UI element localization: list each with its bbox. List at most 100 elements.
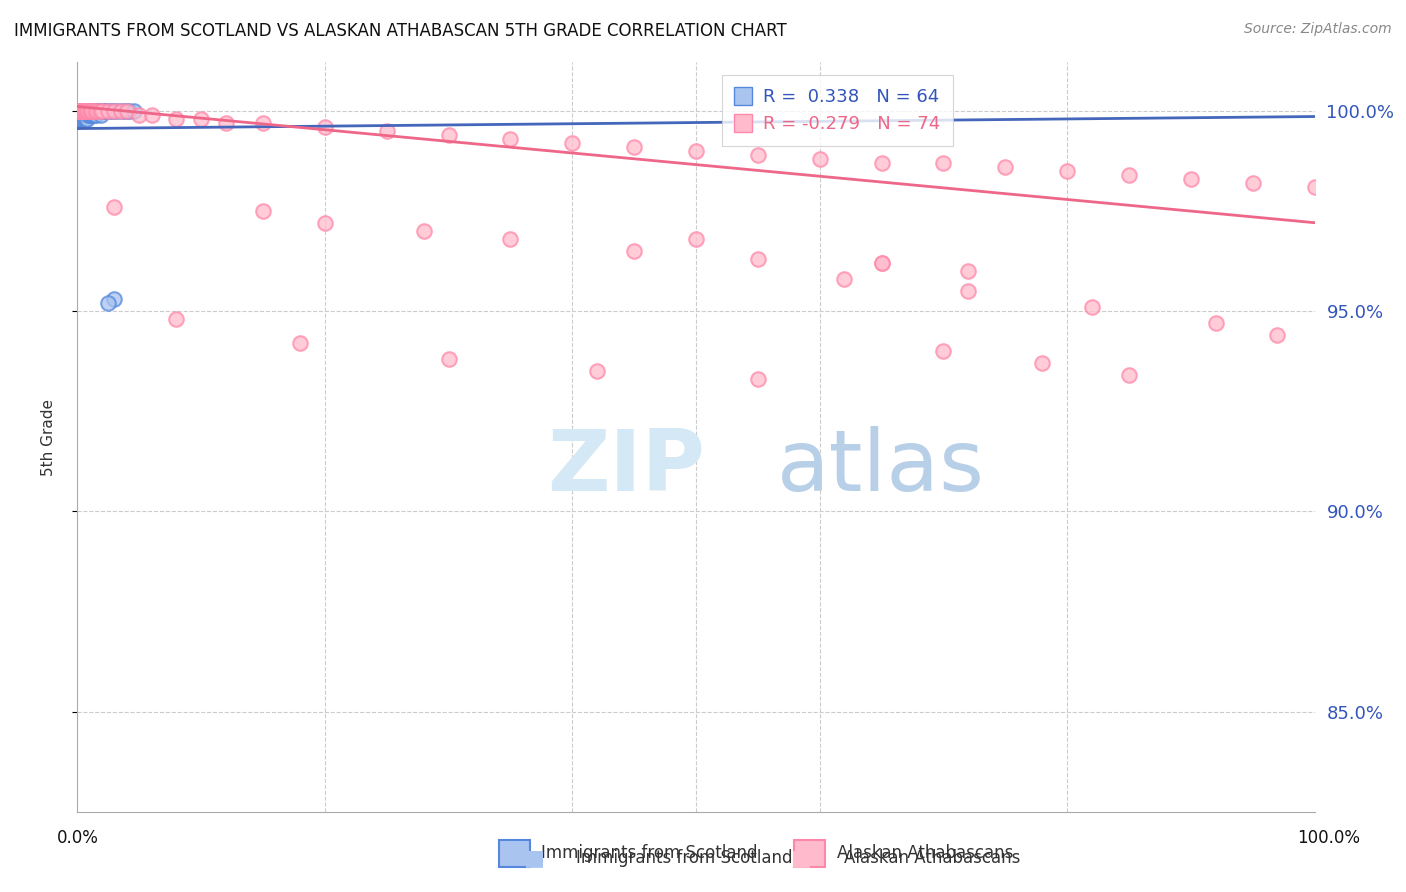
Point bbox=[685, 144, 707, 158]
Point bbox=[70, 103, 93, 118]
Bar bbox=[794, 840, 825, 867]
Point bbox=[1267, 327, 1289, 342]
Point bbox=[115, 103, 138, 118]
Point bbox=[70, 103, 93, 118]
Point bbox=[84, 103, 107, 118]
Point bbox=[1205, 316, 1227, 330]
Point bbox=[1118, 168, 1140, 182]
Point bbox=[1118, 368, 1140, 382]
Point bbox=[105, 103, 128, 118]
Text: ZIP: ZIP bbox=[547, 425, 706, 508]
Point bbox=[747, 252, 769, 266]
Point bbox=[80, 103, 103, 118]
Point bbox=[69, 103, 91, 118]
Point bbox=[1180, 171, 1202, 186]
Text: Alaskan Athabascans: Alaskan Athabascans bbox=[837, 845, 1012, 863]
Point bbox=[1303, 179, 1326, 194]
Point bbox=[957, 264, 980, 278]
Point bbox=[870, 256, 893, 270]
Point bbox=[128, 107, 150, 121]
Point bbox=[69, 107, 91, 121]
Point bbox=[70, 103, 93, 118]
Point bbox=[83, 107, 105, 121]
Point bbox=[91, 103, 114, 118]
Point bbox=[72, 107, 94, 121]
Point bbox=[90, 107, 112, 121]
Point bbox=[110, 103, 132, 118]
Point bbox=[67, 103, 90, 118]
Point bbox=[82, 103, 104, 118]
Text: Immigrants from Scotland: Immigrants from Scotland bbox=[541, 845, 758, 863]
Point bbox=[103, 103, 125, 118]
Point bbox=[89, 103, 111, 118]
Point bbox=[499, 131, 522, 145]
Point bbox=[79, 107, 101, 121]
Bar bbox=[499, 840, 530, 867]
Point bbox=[112, 103, 135, 118]
Point bbox=[84, 107, 107, 121]
Point bbox=[72, 107, 94, 121]
Point bbox=[141, 107, 163, 121]
Point bbox=[623, 244, 645, 258]
Point bbox=[870, 155, 893, 169]
Point bbox=[314, 216, 336, 230]
Point bbox=[97, 103, 120, 118]
Point bbox=[72, 103, 94, 118]
Point bbox=[77, 103, 100, 118]
Point bbox=[69, 112, 91, 126]
Point bbox=[76, 107, 98, 121]
Point bbox=[70, 107, 93, 121]
Point bbox=[499, 232, 522, 246]
Point bbox=[1081, 300, 1104, 314]
Point bbox=[101, 103, 124, 118]
Point bbox=[73, 107, 96, 121]
Point bbox=[122, 103, 145, 118]
Point bbox=[1241, 176, 1264, 190]
Point bbox=[72, 103, 94, 118]
Point bbox=[91, 103, 114, 118]
Point bbox=[69, 103, 91, 118]
Point bbox=[96, 103, 118, 118]
Legend: R =  0.338   N = 64, R = -0.279   N = 74: R = 0.338 N = 64, R = -0.279 N = 74 bbox=[721, 75, 953, 145]
Text: 100.0%: 100.0% bbox=[1298, 829, 1360, 847]
Point bbox=[70, 107, 93, 121]
Point bbox=[375, 123, 398, 137]
Point bbox=[215, 115, 238, 129]
Point bbox=[67, 103, 90, 118]
Point bbox=[69, 112, 91, 126]
Point bbox=[69, 103, 91, 118]
Point bbox=[67, 103, 90, 118]
Point bbox=[77, 107, 100, 121]
Text: Alaskan Athabascans: Alaskan Athabascans bbox=[844, 849, 1019, 867]
Point bbox=[70, 112, 93, 126]
Text: atlas: atlas bbox=[776, 425, 984, 508]
Point bbox=[77, 103, 100, 118]
Point bbox=[685, 232, 707, 246]
Point bbox=[75, 107, 97, 121]
Text: Immigrants from Scotland: Immigrants from Scotland bbox=[576, 849, 793, 867]
Point bbox=[67, 103, 90, 118]
Point bbox=[165, 311, 187, 326]
Point bbox=[75, 112, 97, 126]
Point bbox=[93, 103, 115, 118]
Point bbox=[72, 112, 94, 126]
Point bbox=[994, 160, 1017, 174]
Point bbox=[75, 103, 97, 118]
Point bbox=[72, 112, 94, 126]
Point bbox=[72, 107, 94, 121]
Point bbox=[437, 128, 460, 142]
Text: IMMIGRANTS FROM SCOTLAND VS ALASKAN ATHABASCAN 5TH GRADE CORRELATION CHART: IMMIGRANTS FROM SCOTLAND VS ALASKAN ATHA… bbox=[14, 22, 787, 40]
Point bbox=[67, 103, 90, 118]
Point bbox=[118, 103, 141, 118]
Point bbox=[932, 155, 955, 169]
Point bbox=[86, 103, 108, 118]
Point bbox=[586, 364, 609, 378]
Point bbox=[834, 272, 856, 286]
Point bbox=[110, 103, 132, 118]
Point bbox=[98, 103, 121, 118]
Point bbox=[870, 256, 893, 270]
Point bbox=[1056, 163, 1078, 178]
Point bbox=[86, 103, 108, 118]
Point bbox=[82, 107, 104, 121]
Point bbox=[79, 103, 101, 118]
